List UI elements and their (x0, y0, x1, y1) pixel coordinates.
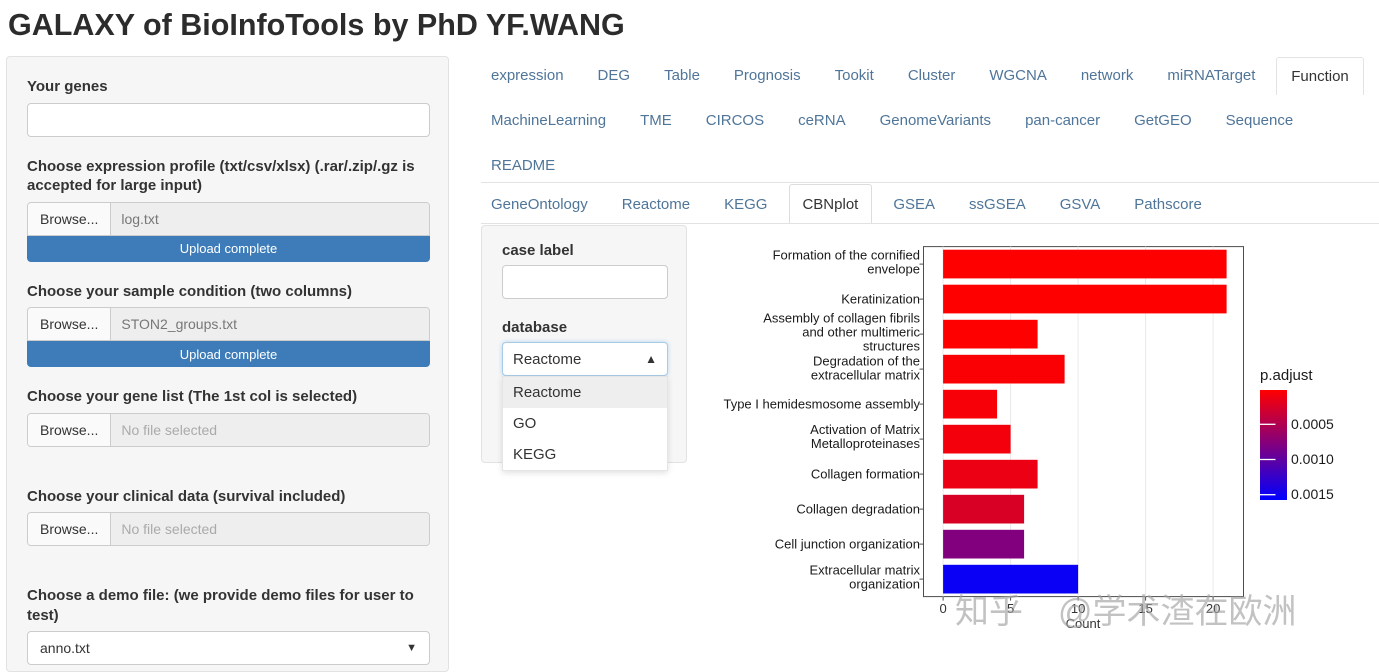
svg-text:structures: structures (863, 339, 921, 354)
svg-text:Count: Count (1066, 616, 1101, 631)
svg-text:Degradation of the: Degradation of the (813, 354, 920, 369)
svg-text:15: 15 (1138, 601, 1152, 616)
svg-text:Type I hemidesmosome assembly: Type I hemidesmosome assembly (723, 397, 920, 412)
svg-text:Keratinization: Keratinization (841, 292, 920, 307)
svg-text:Formation of the cornified: Formation of the cornified (773, 248, 920, 263)
svg-text:Collagen degradation: Collagen degradation (796, 502, 920, 517)
svg-text:Collagen formation: Collagen formation (811, 467, 920, 482)
svg-text:Extracellular matrix: Extracellular matrix (809, 563, 920, 578)
svg-text:envelope: envelope (867, 262, 920, 277)
svg-text:5: 5 (1007, 601, 1014, 616)
svg-text:p.adjust: p.adjust (1260, 367, 1313, 384)
svg-text:10: 10 (1071, 601, 1085, 616)
svg-text:extracellular matrix: extracellular matrix (811, 368, 921, 383)
svg-text:Metalloproteinases: Metalloproteinases (811, 436, 921, 451)
svg-text:Cell junction organization: Cell junction organization (775, 537, 920, 552)
svg-text:Activation of Matrix: Activation of Matrix (810, 422, 920, 437)
svg-text:0.0015: 0.0015 (1291, 486, 1334, 502)
svg-text:20: 20 (1206, 601, 1220, 616)
svg-text:and other multimeric: and other multimeric (802, 325, 920, 340)
svg-text:0.0005: 0.0005 (1291, 416, 1334, 432)
svg-text:0.0010: 0.0010 (1291, 451, 1334, 467)
svg-text:organization: organization (849, 577, 920, 592)
svg-text:Assembly of collagen fibrils: Assembly of collagen fibrils (763, 311, 920, 326)
svg-text:0: 0 (939, 601, 946, 616)
